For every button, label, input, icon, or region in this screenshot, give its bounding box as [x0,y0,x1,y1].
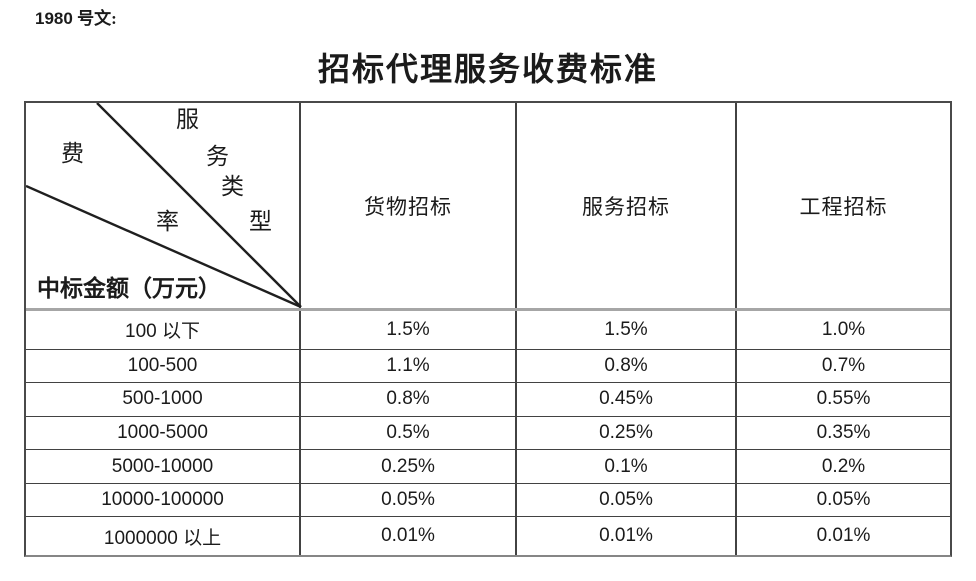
page-title: 招标代理服务收费标准 [317,51,658,87]
doc-number-suffix: 号文: [72,9,117,28]
fee-value: 0.01% [735,517,950,556]
row-label: 1000000 以上 [103,527,222,549]
column-header-services: 服务招标 [515,103,735,308]
fee-value: 0.1% [515,450,735,483]
fee-value: 0.01% [299,517,515,556]
fee-table: 服 务 类 型 费 率 中标金额（万元） 货物招标 服务招标 工程招标 100 … [24,101,952,557]
table-row: 100 以下 1.5% 1.5% 1.0% [26,308,950,349]
fee-value: 0.35% [735,416,950,450]
doc-number-label: 1980 号文: [35,4,117,29]
fee-value: 0.8% [515,349,735,383]
fee-value: 0.2% [735,450,950,483]
table-row: 10000-100000 0.05% 0.05% 0.05% [26,482,950,517]
fee-value: 1.1% [299,349,515,383]
row-label: 5000-10000 [111,455,214,477]
table-row: 5000-10000 0.25% 0.1% 0.2% [26,449,950,483]
corner-service-type-char-4: 型 [249,209,272,234]
corner-service-type-char-2: 务 [206,144,229,169]
doc-number: 1980 [35,9,73,28]
corner-cell: 服 务 类 型 费 率 中标金额（万元） [26,103,299,308]
row-label: 100 以下 [125,321,200,343]
fee-value: 0.25% [515,416,735,450]
column-header-goods: 货物招标 [299,103,515,308]
fee-value: 0.55% [735,383,950,416]
fee-value: 0.7% [735,349,950,383]
table-row: 500-1000 0.8% 0.45% 0.55% [26,382,950,416]
table-row: 1000-5000 0.5% 0.25% 0.35% [26,415,950,450]
fee-value: 0.05% [735,483,950,517]
table-row: 100-500 1.1% 0.8% 0.7% [26,348,950,383]
fee-value: 0.8% [299,383,515,416]
table-header-row: 服 务 类 型 费 率 中标金额（万元） 货物招标 服务招标 工程招标 [26,103,950,308]
corner-fee-rate-char-2: 率 [156,209,179,234]
fee-value: 0.01% [515,517,735,556]
corner-amount-label: 中标金额（万元） [37,276,221,301]
corner-service-type-char-3: 类 [221,174,244,199]
fee-value: 1.5% [299,311,515,349]
row-label: 100-500 [127,354,198,376]
table-row: 1000000 以上 0.01% 0.01% 0.01% [26,516,950,556]
fee-value: 1.5% [515,311,735,349]
fee-value: 0.05% [299,483,515,517]
row-label: 10000-100000 [101,489,224,511]
fee-value: 0.45% [515,383,735,416]
corner-service-type-char-1: 服 [176,107,199,132]
fee-value: 1.0% [735,311,950,349]
corner-fee-rate-char-1: 费 [61,141,84,166]
column-header-engineering: 工程招标 [735,103,950,308]
fee-value: 0.5% [299,416,515,450]
fee-value: 0.05% [515,483,735,517]
fee-value: 0.25% [299,450,515,483]
row-label: 1000-5000 [117,422,208,444]
row-label: 500-1000 [122,388,203,410]
